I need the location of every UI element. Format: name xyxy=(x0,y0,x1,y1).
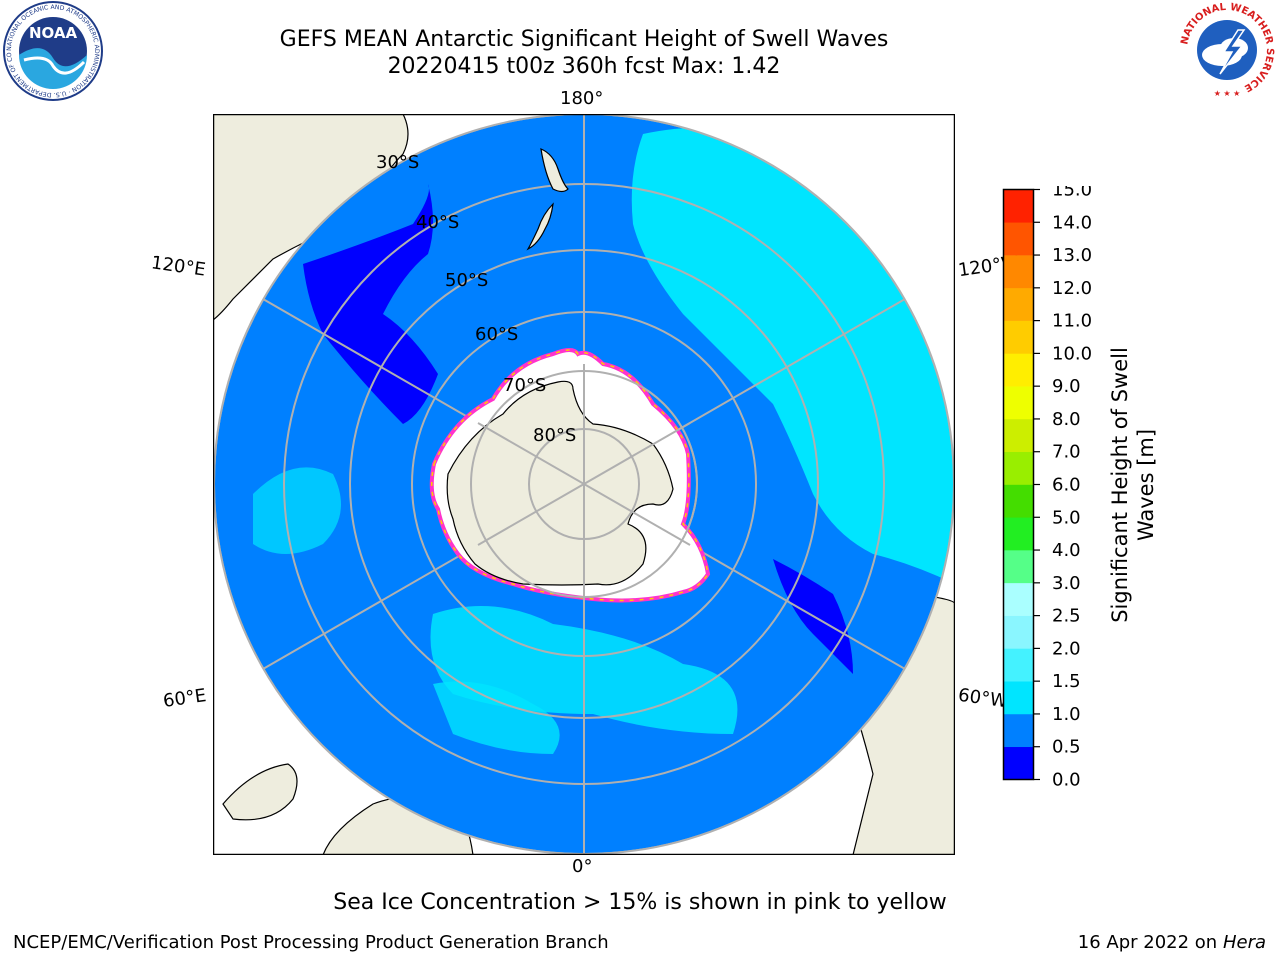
colorbar-tick-label: 9.0 xyxy=(1052,376,1081,397)
colorbar-tick-label: 10.0 xyxy=(1052,343,1092,364)
chart-subtitle: 20220415 t00z 360h fcst Max: 1.42 xyxy=(387,54,781,79)
colorbar-swatch xyxy=(1003,517,1034,551)
colorbar-tick-label: 4.0 xyxy=(1052,540,1081,561)
colorbar: 0.0 0.5 1.0 1.5 2.0 2.5 3.0 4.0 5.0 6.0 7.0 8.0 9.0 1… xyxy=(1000,180,1120,791)
colorbar-tick-label: 6.0 xyxy=(1052,475,1081,496)
colorbar-tick-label: 15.0 xyxy=(1052,186,1092,201)
swell-1-1.5-south xyxy=(433,681,560,754)
footer-host: Hera xyxy=(1222,932,1266,953)
colorbar-swatches xyxy=(1003,189,1034,780)
noaa-logo: NATIONAL OCEANIC AND ATMOSPHERIC ADMINIS… xyxy=(0,0,104,102)
colorbar-tick-label: 7.0 xyxy=(1052,442,1081,463)
new-zealand-land xyxy=(526,148,569,251)
colorbar-tick-label: 8.0 xyxy=(1052,409,1081,430)
colorbar-tick-label: 2.5 xyxy=(1052,606,1081,627)
lon-label-120e: 120°E xyxy=(149,252,207,281)
colorbar-swatch xyxy=(1003,615,1034,649)
colorbar-swatch xyxy=(1003,451,1034,485)
colorbar-label: Significant Height of Swell Waves [m] xyxy=(1107,347,1159,623)
lon-label-180: 180° xyxy=(560,88,604,109)
footer-date: 16 Apr 2022 on xyxy=(1077,932,1223,953)
colorbar-swatch xyxy=(1003,713,1034,748)
caption: Sea Ice Concentration > 15% is shown in … xyxy=(0,890,1280,915)
polar-map: 30°S 40°S 50°S 60°S 70°S 80°S xyxy=(212,113,956,856)
lat-label-30s: 30°S xyxy=(376,152,419,173)
colorbar-swatch xyxy=(1003,418,1034,453)
colorbar-tick-label: 5.0 xyxy=(1052,507,1081,528)
colorbar-label-line1: Significant Height of Swell xyxy=(1108,347,1132,623)
colorbar-swatch xyxy=(1003,681,1034,715)
colorbar-tick-label: 12.0 xyxy=(1052,278,1092,299)
colorbar-tick-label: 0.0 xyxy=(1052,770,1081,787)
map-panel: 30°S 40°S 50°S 60°S 70°S 80°S xyxy=(212,113,956,856)
colorbar-swatch xyxy=(1003,582,1034,616)
colorbar-label-line2: Waves [m] xyxy=(1134,428,1158,542)
colorbar-tick-label: 1.0 xyxy=(1052,704,1081,725)
colorbar-swatch xyxy=(1003,255,1034,289)
colorbar-swatch xyxy=(1003,648,1034,682)
colorbar-tick-label: 2.0 xyxy=(1052,638,1081,659)
antarctica-land xyxy=(446,380,674,586)
lon-label-60e: 60°E xyxy=(161,685,208,712)
lat-label-40s: 40°S xyxy=(416,212,459,233)
colorbar-swatch xyxy=(1003,320,1034,354)
colorbar-swatch xyxy=(1003,287,1034,321)
colorbar-swatch xyxy=(1003,222,1034,256)
colorbar-swatch xyxy=(1003,189,1034,223)
madagascar-land xyxy=(222,763,298,821)
colorbar-swatch xyxy=(1003,550,1034,584)
colorbar-swatch xyxy=(1003,386,1034,420)
swell-1-1.5-west xyxy=(253,467,341,554)
chart-title: GEFS MEAN Antarctic Significant Height o… xyxy=(279,27,889,52)
nws-logo: NATIONAL WEATHER SERVICE ★ ★ ★ xyxy=(1176,0,1278,100)
map-frame xyxy=(212,113,956,856)
lon-label-0: 0° xyxy=(572,856,593,877)
lat-label-70s: 70°S xyxy=(503,375,546,396)
lat-label-50s: 50°S xyxy=(445,270,488,291)
colorbar-tick-label: 13.0 xyxy=(1052,245,1092,266)
colorbar-ticks: 0.0 0.5 1.0 1.5 2.0 2.5 3.0 4.0 5.0 6.0 7.0 8.0 9.0 1… xyxy=(1033,180,1092,791)
colorbar-swatch xyxy=(1003,484,1034,518)
colorbar-tick-label: 3.0 xyxy=(1052,573,1081,594)
svg-text:★ ★ ★: ★ ★ ★ xyxy=(1214,89,1241,98)
lat-label-60s: 60°S xyxy=(475,324,518,345)
colorbar-tick-label: 11.0 xyxy=(1052,311,1092,332)
colorbar-swatch xyxy=(1003,353,1034,387)
svg-text:NOAA: NOAA xyxy=(29,24,78,42)
footer-left: NCEP/EMC/Verification Post Processing Pr… xyxy=(13,932,609,953)
colorbar-tick-label: 1.5 xyxy=(1052,671,1081,692)
caption-text: Sea Ice Concentration > 15% is shown in … xyxy=(333,890,947,915)
footer-right: 16 Apr 2022 on Hera xyxy=(1078,932,1266,953)
colorbar-swatch xyxy=(1003,746,1034,780)
lat-label-80s: 80°S xyxy=(533,425,576,446)
colorbar-tick-label: 14.0 xyxy=(1052,212,1092,233)
colorbar-tick-label: 0.5 xyxy=(1052,737,1081,758)
